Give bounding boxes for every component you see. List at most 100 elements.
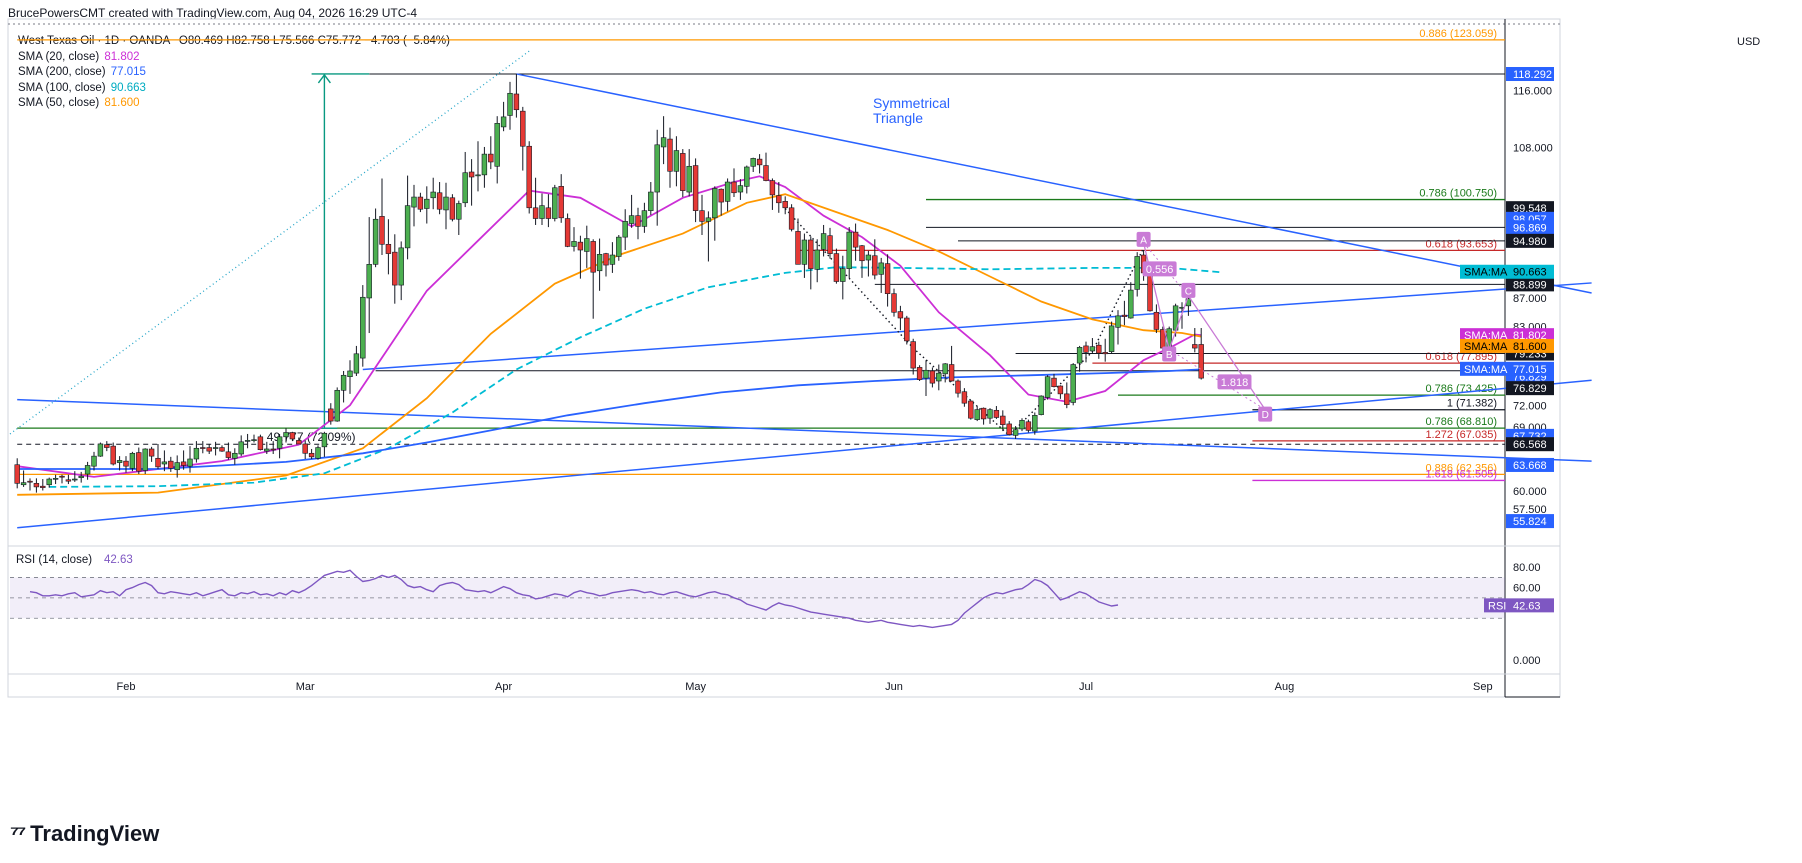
candle-body: [923, 369, 929, 379]
candle: [564, 213, 571, 248]
indicator-sma50[interactable]: SMA (50, close) 81.600: [18, 96, 450, 112]
candle-body: [417, 196, 424, 210]
candle: [212, 441, 219, 456]
candle: [507, 81, 513, 130]
candle: [238, 435, 244, 457]
candle: [20, 470, 27, 487]
candle: [833, 248, 840, 284]
candle-body: [360, 296, 366, 359]
candle: [686, 149, 692, 197]
candle-body: [1108, 325, 1115, 352]
candle-body: [315, 447, 321, 459]
pattern-label: Triangle: [873, 110, 923, 126]
candle: [622, 209, 628, 251]
candle-body: [212, 447, 219, 449]
candle-body: [187, 458, 193, 467]
candle-body: [257, 436, 264, 450]
candle: [641, 202, 648, 233]
candle-body: [72, 478, 78, 481]
candle: [187, 446, 193, 473]
candle: [52, 474, 59, 485]
candle-body: [705, 217, 712, 222]
candle: [328, 403, 334, 425]
trendline: [362, 282, 1592, 371]
candle-body: [443, 196, 449, 211]
candle-body: [110, 445, 116, 465]
candle-body: [571, 241, 577, 247]
candle: [936, 364, 942, 391]
candle: [27, 478, 33, 491]
price-tick-label: 87.000: [1513, 293, 1547, 305]
candle-body: [1134, 256, 1140, 290]
candle: [520, 106, 526, 171]
candle: [481, 146, 488, 188]
indicator-value: 81.600: [104, 97, 140, 109]
arrow-head-icon: [317, 73, 331, 84]
candle: [398, 241, 404, 301]
price-label-text: 96.869: [1513, 222, 1547, 234]
candle: [270, 441, 276, 454]
candle-body: [40, 485, 46, 488]
trendline: [17, 398, 1592, 462]
candle-body: [302, 443, 308, 454]
candle-body: [276, 436, 283, 449]
candle: [360, 285, 366, 367]
candle-body: [846, 231, 852, 269]
candle-body: [936, 372, 942, 382]
candle-body: [654, 144, 660, 193]
candle-body: [526, 145, 532, 209]
candle: [161, 450, 168, 472]
candle: [577, 235, 584, 279]
rsi-tag-name: RSI: [1488, 600, 1506, 612]
chart-frame: [7, 18, 1561, 698]
candle-body: [584, 238, 590, 252]
indicator-sma100[interactable]: SMA (100, close) 90.663: [18, 81, 450, 97]
candle: [737, 179, 744, 200]
candle: [206, 443, 212, 454]
candle-body: [980, 407, 987, 420]
candle: [449, 194, 456, 222]
candle: [340, 370, 347, 403]
candle-body: [424, 198, 430, 209]
indicator-name: SMA (200, close): [18, 66, 106, 78]
trendline: [17, 379, 1592, 529]
candle-body: [673, 150, 680, 172]
candle-body: [852, 231, 859, 248]
candle: [372, 208, 379, 268]
candle: [814, 239, 820, 283]
candle-body: [827, 235, 833, 254]
candle: [782, 196, 788, 215]
candle-body: [840, 268, 846, 282]
candle: [724, 178, 731, 212]
candle-body: [1012, 429, 1019, 436]
candle: [859, 245, 865, 278]
candle: [289, 431, 296, 442]
candle-body: [353, 353, 360, 374]
candle-body: [955, 380, 961, 394]
candle-body: [27, 480, 33, 483]
candle: [545, 194, 552, 228]
candle-body: [1198, 344, 1204, 379]
fib-level-label: 0.886 (123.059): [1419, 28, 1497, 40]
indicator-sma200[interactable]: SMA (200, close) 77.015: [18, 65, 450, 81]
ma-tag-value: 81.600: [1513, 341, 1547, 353]
candle: [78, 471, 84, 483]
candle-body: [820, 233, 827, 250]
tradingview-brand[interactable]: ⁷⁷ TradingView: [10, 821, 159, 847]
indicator-sma20[interactable]: SMA (20, close) 81.802: [18, 50, 450, 66]
candle: [795, 218, 801, 265]
candle: [385, 219, 392, 275]
candle-body: [494, 123, 500, 167]
candle: [283, 428, 289, 443]
harmonic-ratio-line: [1168, 349, 1266, 411]
candle-body: [449, 197, 456, 220]
candle: [872, 239, 878, 280]
candle-body: [1096, 344, 1102, 354]
candle-body: [686, 165, 692, 193]
indicator-value: 90.663: [110, 81, 146, 94]
candle: [929, 367, 936, 388]
candle-body: [731, 181, 737, 194]
candle: [750, 157, 756, 173]
candle-body: [808, 239, 814, 269]
